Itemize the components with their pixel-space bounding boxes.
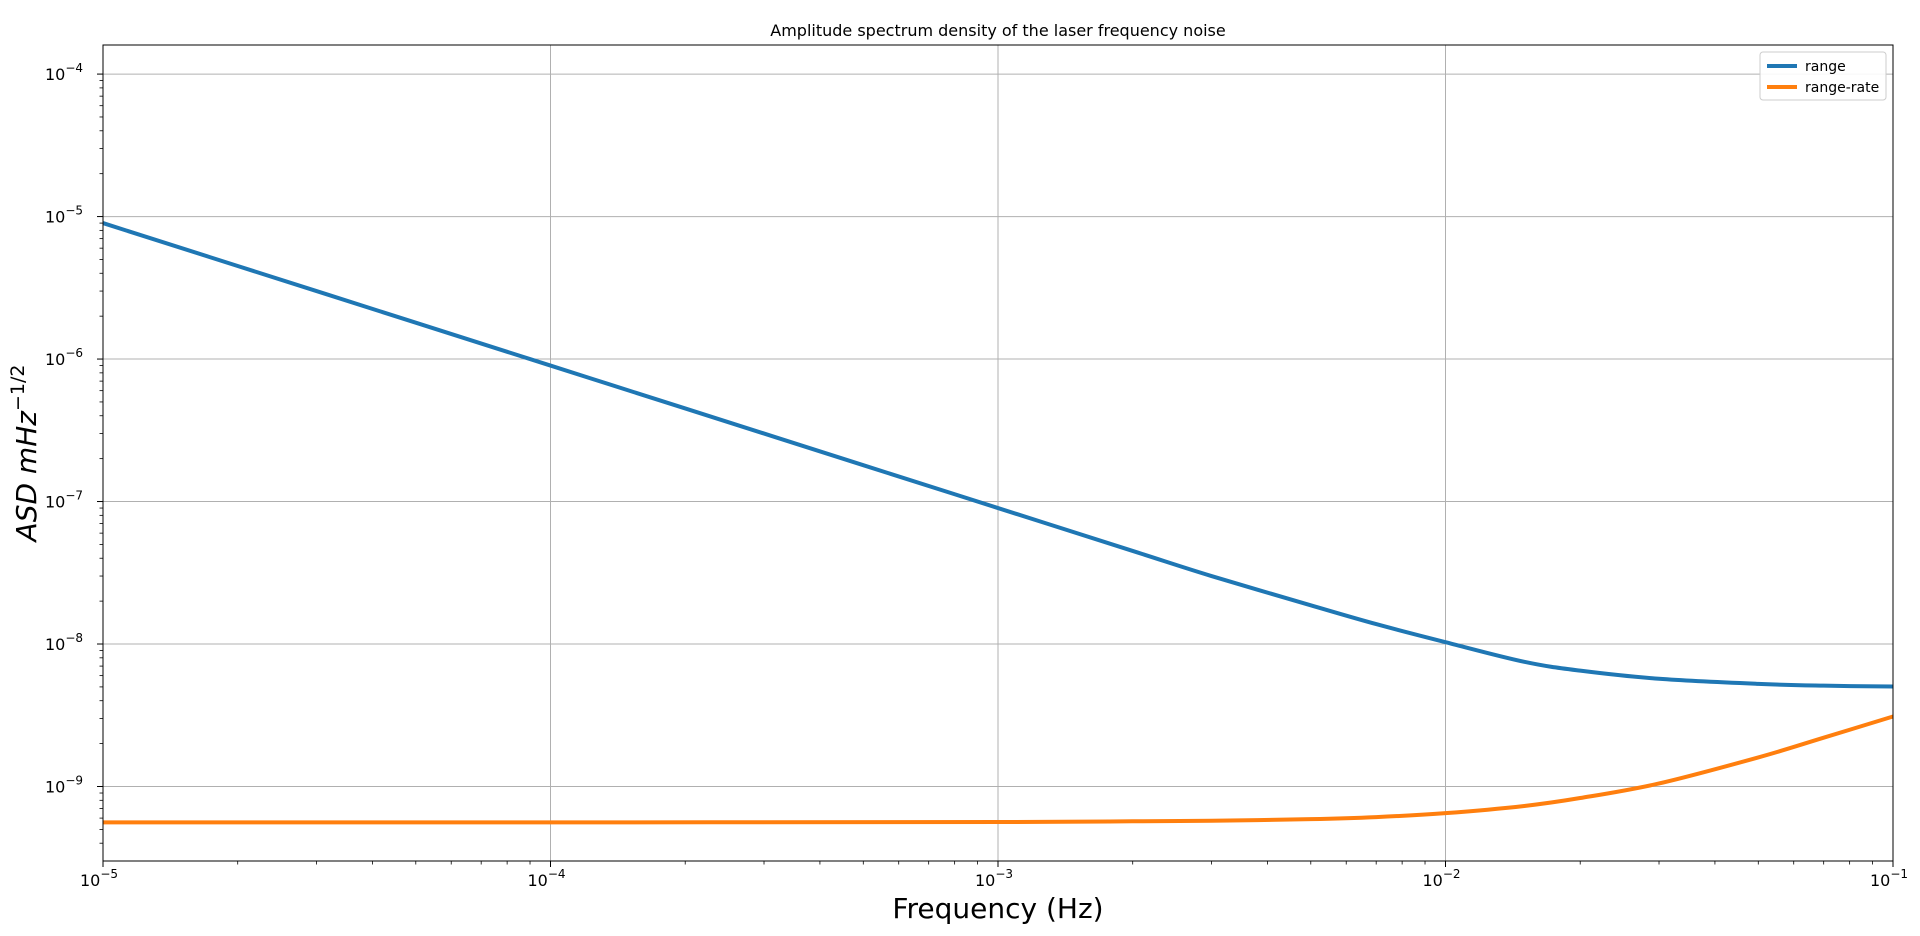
- x-tick-exponent: −3: [995, 867, 1013, 881]
- y-tick-labels: 10−910−810−710−610−510−4: [45, 61, 83, 796]
- y-tick-exponent: −9: [65, 773, 83, 787]
- y-axis-label: ASD mHz−1/2: [7, 365, 43, 544]
- major-ticks: [97, 73, 1894, 867]
- y-tick-label: 10−9: [45, 773, 83, 796]
- y-tick-exponent: −5: [65, 204, 83, 218]
- x-axis-label: Frequency (Hz): [892, 892, 1103, 925]
- y-tick-base: 10: [45, 635, 65, 654]
- y-tick-exponent: −4: [65, 61, 83, 75]
- y-tick-base: 10: [45, 493, 65, 512]
- grid-lines: [103, 45, 1893, 861]
- y-tick-exponent: −8: [65, 631, 83, 645]
- x-tick-label: 10−1: [1870, 867, 1908, 890]
- y-tick-base: 10: [45, 208, 65, 227]
- series-line-range: [102, 221, 1894, 689]
- series-line-range-rate: [102, 714, 1894, 825]
- plot-frame: [102, 44, 1894, 862]
- y-tick-label: 10−4: [45, 61, 83, 84]
- x-tick-exponent: −5: [100, 867, 118, 881]
- y-tick-exponent: −7: [65, 489, 83, 503]
- y-tick-base: 10: [45, 350, 65, 369]
- x-tick-exponent: −1: [1890, 867, 1908, 881]
- y-tick-label: 10−5: [45, 204, 83, 227]
- series-layer: [102, 221, 1894, 825]
- x-tick-base: 10: [527, 871, 547, 890]
- y-axis-label-exponent: −1/2: [7, 365, 29, 412]
- x-tick-base: 10: [1870, 871, 1890, 890]
- x-tick-label: 10−4: [527, 867, 565, 890]
- x-tick-base: 10: [1422, 871, 1442, 890]
- legend-label-range-rate: range-rate: [1805, 80, 1879, 96]
- x-tick-label: 10−2: [1422, 867, 1460, 890]
- y-axis-label-main: ASD mHz: [10, 410, 43, 544]
- y-tick-label: 10−8: [45, 631, 83, 654]
- y-tick-exponent: −6: [65, 346, 83, 360]
- x-tick-labels: 10−5 10−4 10−3 10−2 10−1: [80, 867, 1908, 890]
- x-tick-base: 10: [975, 871, 995, 890]
- x-tick-exponent: −2: [1443, 867, 1461, 881]
- x-tick-label: 10−5: [80, 867, 118, 890]
- legend: range range-rate: [1759, 51, 1887, 101]
- y-tick-label: 10−7: [45, 489, 83, 512]
- y-tick-label: 10−6: [45, 346, 83, 369]
- y-tick-base: 10: [45, 777, 65, 796]
- x-tick-exponent: −4: [548, 867, 566, 881]
- legend-label-range: range: [1805, 59, 1846, 75]
- y-tick-base: 10: [45, 65, 65, 84]
- chart-title: Amplitude spectrum density of the laser …: [770, 21, 1225, 40]
- x-tick-label: 10−3: [975, 867, 1013, 890]
- x-tick-base: 10: [80, 871, 100, 890]
- minor-ticks: [99, 80, 1873, 865]
